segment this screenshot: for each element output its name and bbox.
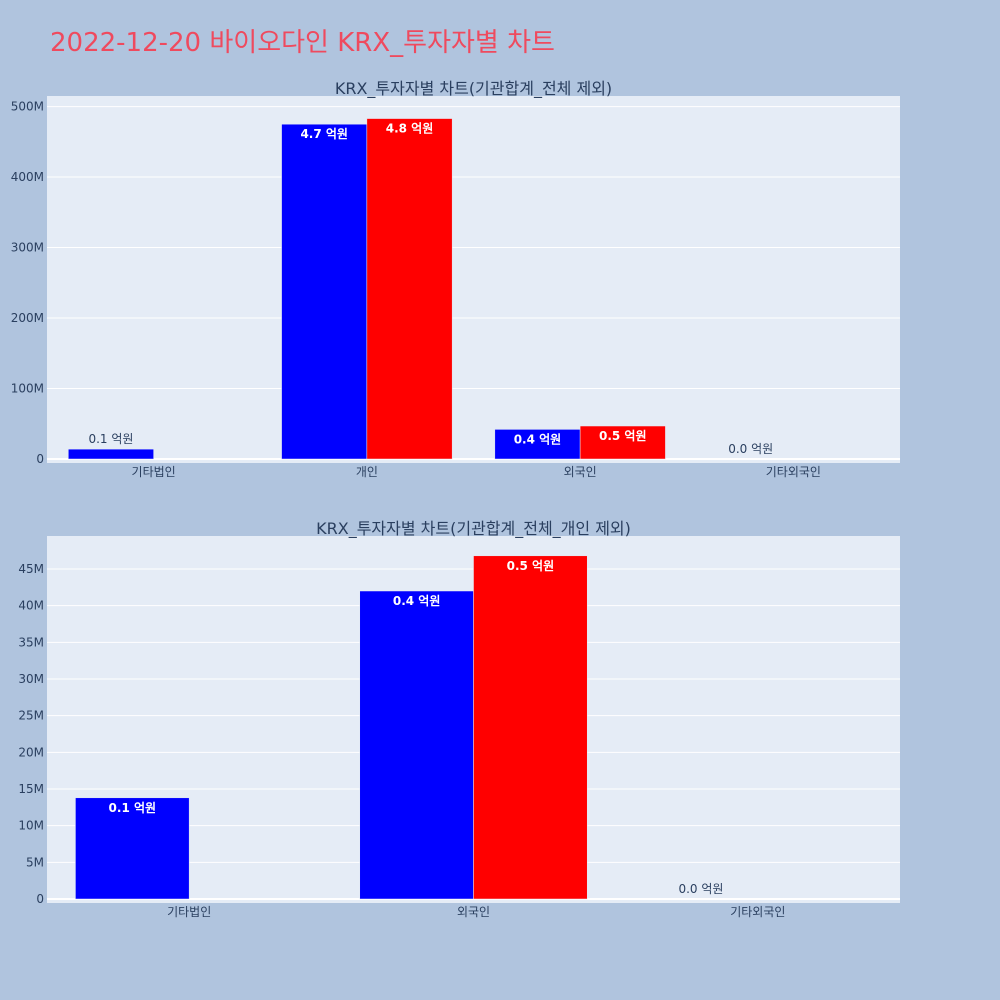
chart-title: KRX_투자자별 차트(기관합계_전체_개인 제외) xyxy=(316,519,631,539)
bar-data-label: 4.7 억원 xyxy=(300,127,348,141)
bar-data-label: 0.1 억원 xyxy=(109,801,157,815)
bar-data-label: 0.4 억원 xyxy=(393,594,441,608)
bar-data-label: 4.8 억원 xyxy=(386,122,434,136)
page-title: 2022-12-20 바이오다인 KRX_투자자별 차트 xyxy=(50,28,555,58)
x-tick-label: 기타외국인 xyxy=(766,465,821,479)
y-tick-label: 400M xyxy=(11,170,44,184)
bar xyxy=(579,425,666,460)
bar-data-label: 0.0 억원 xyxy=(678,882,723,896)
y-tick-label: 300M xyxy=(11,241,44,255)
bar xyxy=(473,555,588,900)
x-tick-label: 기타외국인 xyxy=(730,905,785,919)
y-tick-label: 0 xyxy=(36,452,44,466)
bar-data-label: 0.5 억원 xyxy=(599,429,647,443)
bar xyxy=(75,797,190,900)
y-tick-label: 35M xyxy=(18,635,44,649)
bar xyxy=(68,448,154,460)
x-tick-label: 외국인 xyxy=(564,465,597,479)
y-tick-label: 20M xyxy=(18,745,44,759)
bar xyxy=(366,118,453,460)
y-tick-label: 5M xyxy=(26,855,44,869)
plot-area-0 xyxy=(47,96,900,463)
y-tick-label: 30M xyxy=(18,672,44,686)
y-tick-label: 500M xyxy=(11,100,44,114)
y-tick-label: 45M xyxy=(18,562,44,576)
bar xyxy=(359,590,474,900)
y-tick-label: 100M xyxy=(11,382,44,396)
y-tick-label: 200M xyxy=(11,311,44,325)
chart-title: KRX_투자자별 차트(기관합계_전체 제외) xyxy=(335,79,612,99)
bar xyxy=(281,123,368,460)
bar-data-label: 0.4 억원 xyxy=(514,432,562,446)
bar-data-label: 0.1 억원 xyxy=(88,432,133,446)
y-tick-label: 40M xyxy=(18,599,44,613)
bar-data-label: 0.5 억원 xyxy=(507,559,555,573)
x-tick-label: 기타법인 xyxy=(132,465,176,479)
y-tick-label: 10M xyxy=(18,819,44,833)
y-tick-label: 25M xyxy=(18,709,44,723)
x-tick-label: 외국인 xyxy=(457,905,490,919)
y-tick-label: 15M xyxy=(18,782,44,796)
x-tick-label: 개인 xyxy=(356,465,378,479)
x-tick-label: 기타법인 xyxy=(167,905,211,919)
y-tick-label: 0 xyxy=(36,892,44,906)
bar-data-label: 0.0 억원 xyxy=(728,442,773,456)
